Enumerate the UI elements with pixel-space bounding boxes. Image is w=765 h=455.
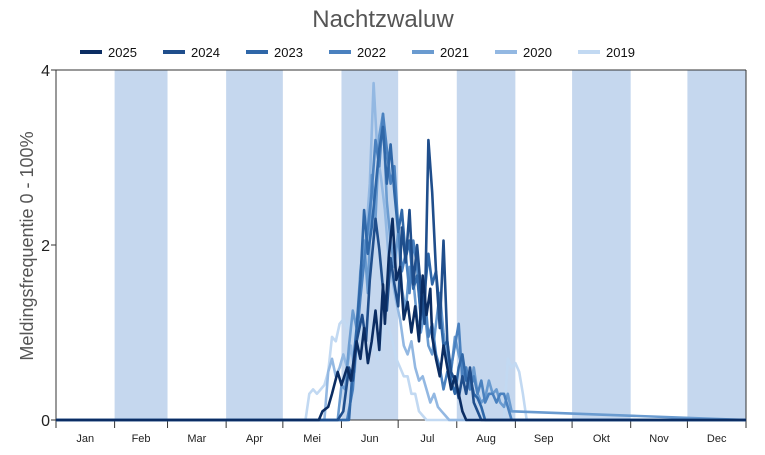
series-line-2024 xyxy=(56,138,746,422)
y-tick-label: 4 xyxy=(41,63,50,80)
month-band-dec xyxy=(687,70,746,420)
y-tick-label: 2 xyxy=(41,238,50,255)
x-tick-label: Okt xyxy=(593,433,610,445)
x-tick-label: Jun xyxy=(361,433,379,445)
x-tick-label: Aug xyxy=(476,433,496,445)
legend-item-2020[interactable]: 2020 xyxy=(495,45,552,60)
x-tick-label: Apr xyxy=(246,433,263,445)
x-tick-label: Mar xyxy=(187,433,206,445)
x-tick-label: Nov xyxy=(649,433,669,445)
x-tick-label: Dec xyxy=(707,433,727,445)
y-axis-label: Meldingsfrequentie 0 - 100% xyxy=(17,131,37,360)
month-band-okt xyxy=(572,70,631,420)
legend-label: 2020 xyxy=(523,45,552,60)
axes: 0 2 4 Jan Feb Mar Apr Mei Jun Jul Aug Sep Okt Nov Dec xyxy=(41,63,747,445)
month-band-aug xyxy=(456,70,516,420)
legend-label: 2024 xyxy=(191,45,220,60)
chart-title: Nachtzwaluw xyxy=(312,6,454,33)
series-line-2025 xyxy=(56,217,746,422)
legend[interactable]: 2025 2024 2023 2022 2021 2020 2019 xyxy=(80,45,635,60)
series-line-2022 xyxy=(56,112,746,422)
legend-item-2019[interactable]: 2019 xyxy=(578,45,635,60)
legend-label: 2019 xyxy=(606,45,635,60)
legend-label: 2021 xyxy=(440,45,469,60)
series-line-2020 xyxy=(56,81,746,422)
x-tick-label: Jan xyxy=(76,433,94,445)
x-tick-label: Jul xyxy=(420,433,434,445)
x-tick-label: Mei xyxy=(303,433,321,445)
legend-label: 2023 xyxy=(274,45,303,60)
legend-item-2024[interactable]: 2024 xyxy=(163,45,220,60)
y-axis-label-group: Meldingsfrequentie 0 - 100% xyxy=(17,131,37,360)
month-bands xyxy=(114,70,746,420)
legend-item-2025[interactable]: 2025 xyxy=(80,45,137,60)
legend-item-2023[interactable]: 2023 xyxy=(246,45,303,60)
legend-label: 2025 xyxy=(108,45,137,60)
month-band-apr xyxy=(226,70,283,420)
y-tick-label: 0 xyxy=(41,413,50,430)
month-band-feb xyxy=(114,70,168,420)
series-lines xyxy=(56,81,747,422)
legend-label: 2022 xyxy=(357,45,386,60)
x-tick-label: Sep xyxy=(534,433,554,445)
legend-item-2021[interactable]: 2021 xyxy=(412,45,469,60)
legend-item-2022[interactable]: 2022 xyxy=(329,45,386,60)
series-line-2023 xyxy=(56,125,746,422)
x-tick-label: Feb xyxy=(132,433,151,445)
